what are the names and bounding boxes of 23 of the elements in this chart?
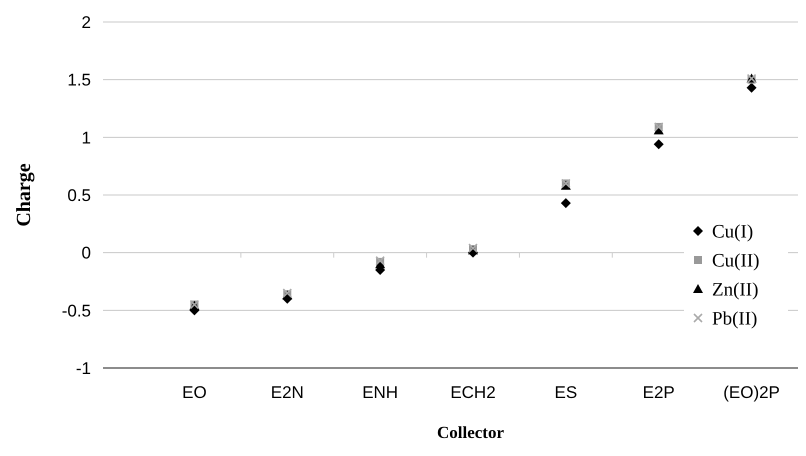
point: [746, 82, 757, 93]
x-tick-label: ENH: [362, 383, 398, 402]
x-tick-label: EO: [182, 383, 207, 402]
y-tick-label: 1.5: [67, 70, 91, 90]
point: [560, 198, 571, 208]
y-tick-label: 2: [82, 12, 91, 32]
legend-label: Cu(I): [712, 222, 754, 243]
legend-label: Zn(II): [712, 280, 758, 301]
y-tick-label: 1: [82, 128, 91, 148]
legend-label: Pb(II): [712, 308, 758, 330]
legend-label: Cu(II): [712, 250, 760, 272]
point: [654, 139, 664, 150]
x-axis-title: Collector: [436, 423, 504, 442]
x-tick-label: (EO)2P: [723, 383, 780, 402]
y-tick-label: 0: [82, 244, 91, 263]
x-tick-label: ES: [554, 383, 578, 402]
y-axis-title: Charge: [13, 163, 35, 227]
y-tick-label: 0.5: [67, 186, 91, 205]
x-tick-label: ECH2: [450, 383, 496, 402]
x-tick-label: E2P: [642, 383, 675, 402]
y-tick-label: -0.5: [62, 301, 91, 320]
y-tick-label: -1: [76, 358, 91, 378]
x-tick-label: E2N: [270, 383, 304, 402]
